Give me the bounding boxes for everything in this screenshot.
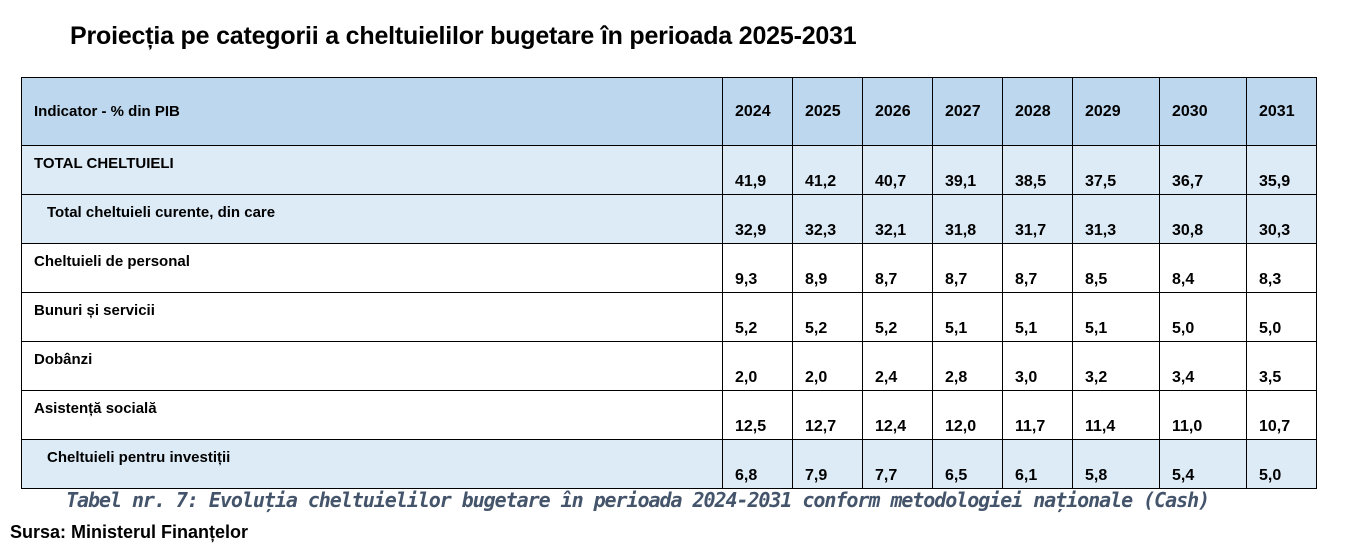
table-cell: 6,8	[722, 439, 793, 489]
table-cell: 5,2	[722, 292, 793, 342]
table-cell: 3,2	[1072, 341, 1160, 391]
table-cell: 5,8	[1072, 439, 1160, 489]
row-label: Total cheltuieli curente, din care	[21, 194, 723, 244]
table-cell: 2,8	[932, 341, 1003, 391]
header-year: 2026	[862, 77, 933, 146]
table-cell: 40,7	[862, 145, 933, 195]
header-year: 2028	[1002, 77, 1073, 146]
table-row: Cheltuieli pentru investiții 6,8 7,9 7,7…	[21, 439, 1317, 489]
table-cell: 3,4	[1159, 341, 1247, 391]
table-cell: 12,5	[722, 390, 793, 440]
table-cell: 5,2	[862, 292, 933, 342]
source-note: Sursa: Ministerul Finanțelor	[10, 522, 249, 542]
table-cell: 5,1	[1072, 292, 1160, 342]
header-year: 2031	[1246, 77, 1317, 146]
table-cell: 41,2	[792, 145, 863, 195]
table-cell: 10,7	[1246, 390, 1317, 440]
table-cell: 11,0	[1159, 390, 1247, 440]
table-cell: 2,0	[792, 341, 863, 391]
table-cell: 36,7	[1159, 145, 1247, 195]
row-label: TOTAL CHELTUIELI	[21, 145, 723, 195]
row-label: Bunuri și servicii	[21, 292, 723, 342]
header-year: 2025	[792, 77, 863, 146]
table-cell: 2,4	[862, 341, 933, 391]
row-label: Dobânzi	[21, 341, 723, 391]
table-cell: 9,3	[722, 243, 793, 293]
table-cell: 6,1	[1002, 439, 1073, 489]
table-cell: 31,8	[932, 194, 1003, 244]
table-row: TOTAL CHELTUIELI 41,9 41,2 40,7 39,1 38,…	[21, 145, 1317, 195]
table-cell: 38,5	[1002, 145, 1073, 195]
table-cell: 8,7	[1002, 243, 1073, 293]
table-cell: 5,4	[1159, 439, 1247, 489]
table-cell: 32,9	[722, 194, 793, 244]
table-cell: 32,1	[862, 194, 933, 244]
table-cell: 8,3	[1246, 243, 1317, 293]
header-year: 2024	[722, 77, 793, 146]
table-row: Bunuri și servicii 5,2 5,2 5,2 5,1 5,1 5…	[21, 292, 1317, 342]
table-cell: 3,0	[1002, 341, 1073, 391]
table-cell: 8,4	[1159, 243, 1247, 293]
table-cell: 32,3	[792, 194, 863, 244]
table-cell: 12,7	[792, 390, 863, 440]
table-cell: 7,9	[792, 439, 863, 489]
table-cell: 11,7	[1002, 390, 1073, 440]
row-label: Asistență socială	[21, 390, 723, 440]
table-cell: 5,0	[1159, 292, 1247, 342]
budget-table: Indicator - % din PIB 2024 2025 2026 202…	[21, 77, 1317, 489]
table-cell: 30,3	[1246, 194, 1317, 244]
table-header-row: Indicator - % din PIB 2024 2025 2026 202…	[21, 77, 1317, 146]
table-cell: 30,8	[1159, 194, 1247, 244]
table-cell: 5,1	[1002, 292, 1073, 342]
table-row: Asistență socială 12,5 12,7 12,4 12,0 11…	[21, 390, 1317, 440]
table-cell: 5,0	[1246, 439, 1317, 489]
table-cell: 12,4	[862, 390, 933, 440]
header-year: 2030	[1159, 77, 1247, 146]
table-cell: 39,1	[932, 145, 1003, 195]
table-cell: 8,7	[932, 243, 1003, 293]
row-label: Cheltuieli de personal	[21, 243, 723, 293]
table-cell: 2,0	[722, 341, 793, 391]
table-cell: 3,5	[1246, 341, 1317, 391]
table-cell: 35,9	[1246, 145, 1317, 195]
table-cell: 11,4	[1072, 390, 1160, 440]
table-cell: 5,0	[1246, 292, 1317, 342]
header-year: 2027	[932, 77, 1003, 146]
table-cell: 8,5	[1072, 243, 1160, 293]
table-cell: 31,3	[1072, 194, 1160, 244]
table-row: Dobânzi 2,0 2,0 2,4 2,8 3,0 3,2 3,4 3,5	[21, 341, 1317, 391]
table-row: Total cheltuieli curente, din care 32,9 …	[21, 194, 1317, 244]
table-cell: 8,9	[792, 243, 863, 293]
table-cell: 7,7	[862, 439, 933, 489]
table-cell: 5,2	[792, 292, 863, 342]
header-indicator: Indicator - % din PIB	[21, 77, 723, 146]
table-cell: 6,5	[932, 439, 1003, 489]
table-caption: Tabel nr. 7: Evoluția cheltuielilor buge…	[66, 488, 1210, 512]
table-row: Cheltuieli de personal 9,3 8,9 8,7 8,7 8…	[21, 243, 1317, 293]
row-label: Cheltuieli pentru investiții	[21, 439, 723, 489]
header-year: 2029	[1072, 77, 1160, 146]
table-cell: 41,9	[722, 145, 793, 195]
page-title: Proiecția pe categorii a cheltuielilor b…	[70, 22, 857, 50]
table-cell: 5,1	[932, 292, 1003, 342]
table-cell: 31,7	[1002, 194, 1073, 244]
table-cell: 8,7	[862, 243, 933, 293]
table-cell: 37,5	[1072, 145, 1160, 195]
table-cell: 12,0	[932, 390, 1003, 440]
